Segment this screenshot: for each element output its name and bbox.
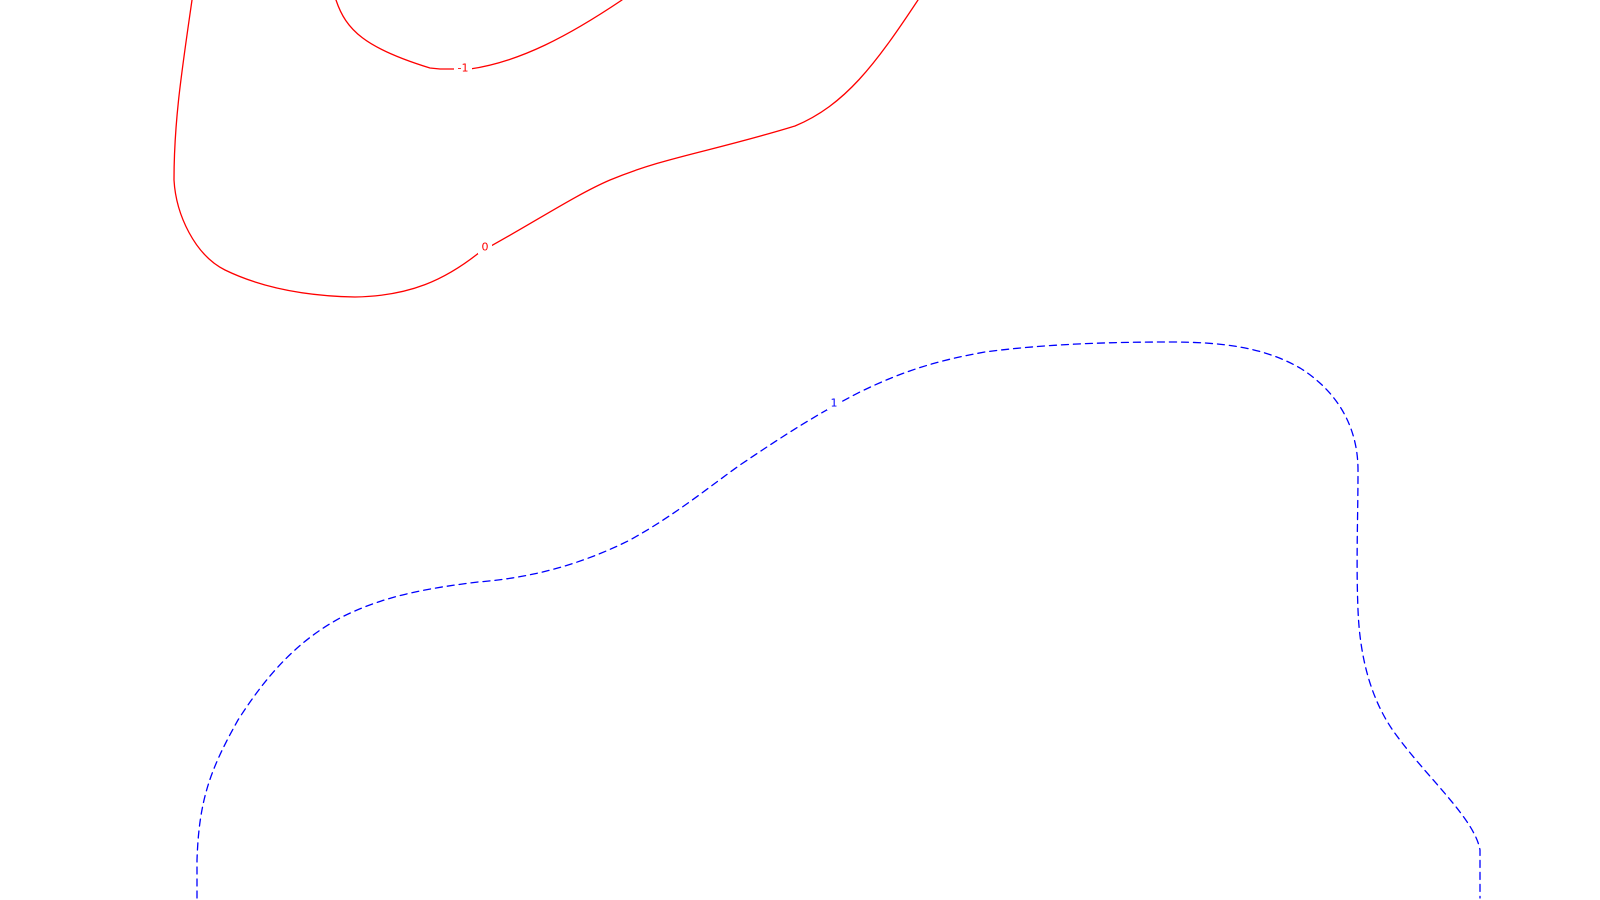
contour-label-bg-0 — [478, 240, 492, 254]
contour-label-bg-neg1 — [454, 61, 472, 75]
contour-line-level-1 — [196, 341, 1481, 899]
contour-line-level-0 — [173, 0, 919, 298]
contour-label-1: 1 — [831, 397, 838, 410]
contour-label-0: 0 — [482, 241, 489, 254]
contour-label-neg1: -1 — [458, 62, 469, 75]
contour-line-level-neg1 — [335, 0, 623, 70]
contour-label-bg-1 — [827, 396, 841, 410]
